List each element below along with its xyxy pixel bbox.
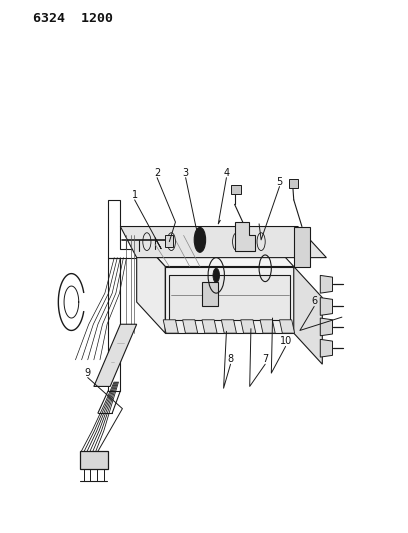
Text: 6: 6 (311, 296, 317, 306)
Circle shape (213, 268, 220, 282)
Polygon shape (120, 227, 326, 257)
Polygon shape (165, 266, 294, 333)
Text: 9: 9 (84, 368, 91, 377)
Circle shape (197, 235, 202, 245)
Polygon shape (80, 451, 108, 469)
Text: 2: 2 (154, 168, 160, 177)
Polygon shape (320, 297, 333, 316)
Text: 7: 7 (262, 354, 268, 364)
Text: 8: 8 (227, 354, 234, 364)
Polygon shape (241, 320, 256, 333)
Polygon shape (202, 282, 218, 306)
Polygon shape (231, 185, 241, 193)
Circle shape (194, 228, 206, 252)
Text: 6324  1200: 6324 1200 (33, 12, 113, 25)
Polygon shape (163, 320, 178, 333)
Polygon shape (289, 180, 298, 188)
Polygon shape (165, 236, 173, 247)
Text: 5: 5 (276, 176, 283, 187)
Text: 4: 4 (223, 168, 230, 177)
Polygon shape (221, 320, 237, 333)
Polygon shape (137, 236, 165, 333)
Polygon shape (137, 236, 294, 266)
Polygon shape (202, 320, 217, 333)
Polygon shape (94, 324, 137, 386)
Text: 3: 3 (182, 168, 189, 177)
Polygon shape (320, 340, 333, 357)
Polygon shape (320, 318, 333, 336)
Polygon shape (235, 222, 255, 251)
Text: 10: 10 (279, 336, 292, 346)
Polygon shape (294, 266, 322, 364)
Polygon shape (279, 320, 295, 333)
Polygon shape (320, 276, 333, 293)
Polygon shape (294, 227, 310, 266)
Polygon shape (260, 320, 275, 333)
Text: 1: 1 (131, 190, 138, 200)
Polygon shape (182, 320, 197, 333)
Polygon shape (169, 276, 290, 320)
